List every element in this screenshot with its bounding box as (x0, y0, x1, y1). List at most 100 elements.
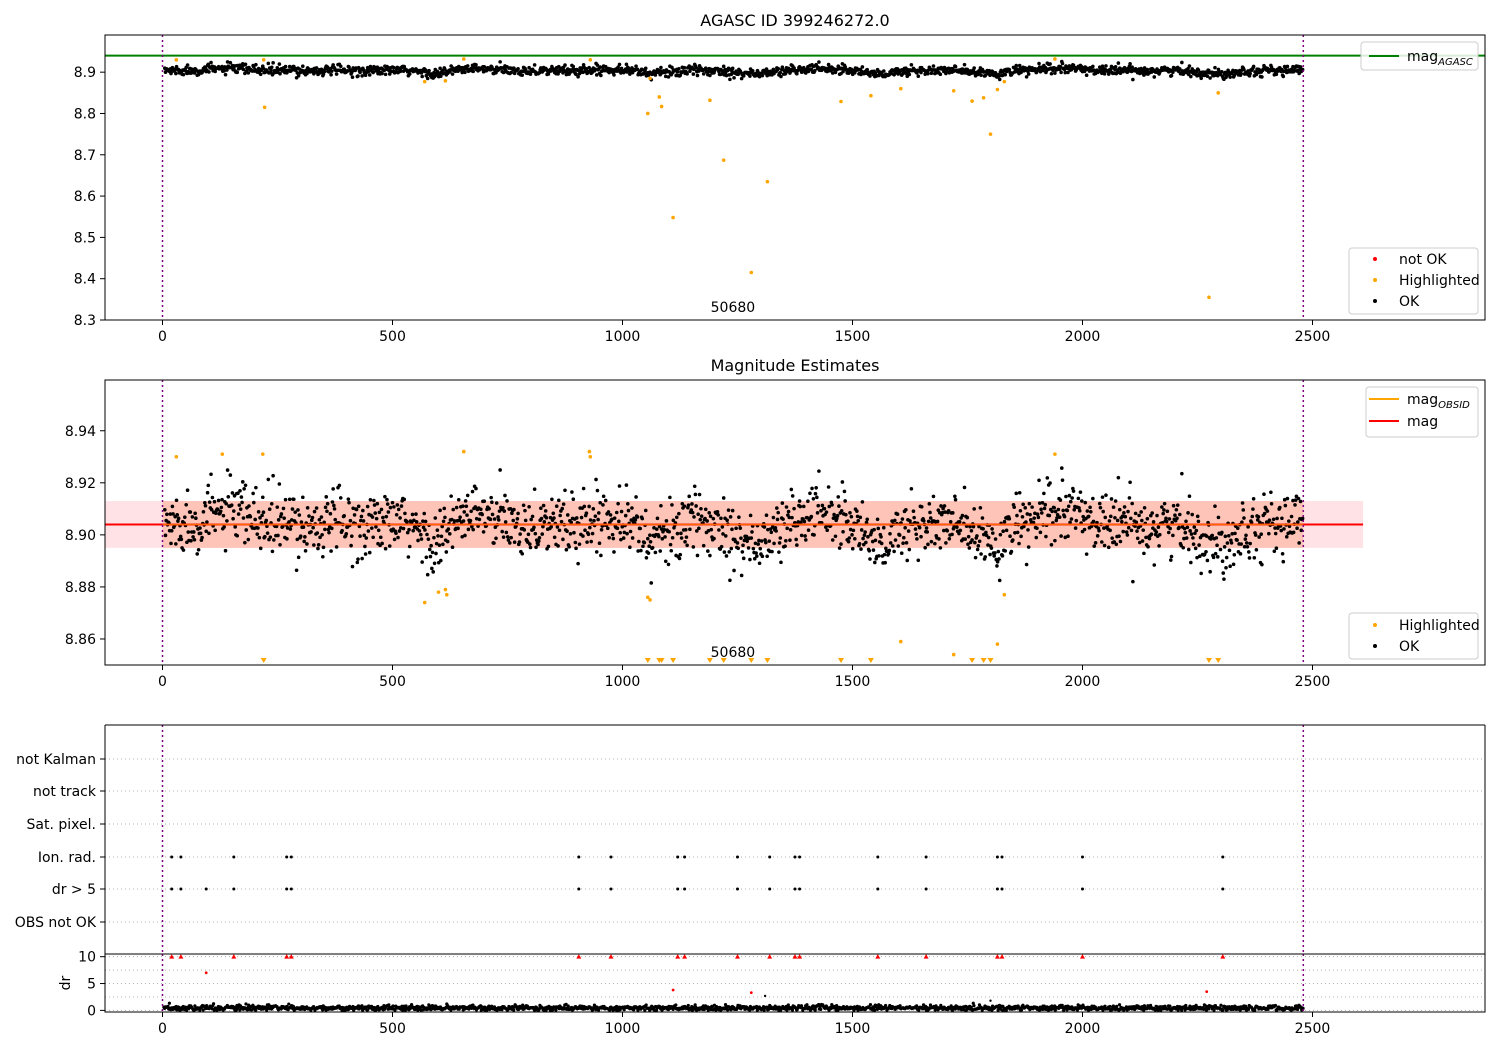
highlighted-point (995, 642, 1000, 646)
category-label: OBS not OK (15, 915, 97, 931)
ok-point (839, 508, 844, 513)
ok-point (420, 560, 424, 564)
ok-point (591, 507, 596, 511)
ok-point (980, 516, 985, 520)
ok-point (779, 560, 783, 565)
ok-point (438, 508, 442, 513)
ok-point (1110, 536, 1114, 540)
ok-point (360, 74, 364, 78)
ok-point (598, 500, 602, 505)
ok-point (1073, 526, 1078, 530)
ok-point (859, 547, 863, 551)
ok-point (771, 515, 776, 520)
ok-point (418, 532, 423, 537)
dr-ok-point (500, 1008, 504, 1012)
ok-point (238, 488, 242, 493)
offscale-marker (1215, 658, 1222, 663)
ok-point (1043, 65, 1048, 70)
ok-point (342, 514, 347, 518)
ok-point (1111, 505, 1116, 510)
ok-point (1295, 526, 1299, 530)
ok-point (407, 527, 411, 532)
ok-point (1182, 526, 1187, 531)
x-tick-label: 2500 (1295, 674, 1331, 690)
ok-point (1254, 547, 1259, 552)
legend-label-subscript: OBSID (1438, 400, 1470, 411)
ok-point (908, 519, 912, 523)
ok-point (804, 71, 808, 75)
ok-point (192, 71, 197, 75)
ok-point (367, 550, 372, 555)
ok-point (913, 527, 918, 531)
flag-point (1221, 887, 1225, 891)
ok-point (940, 510, 945, 515)
obsid-label: 50680 (711, 645, 756, 661)
ok-point (839, 542, 843, 546)
ok-point (684, 535, 689, 539)
ok-point (764, 513, 769, 518)
ok-point (318, 535, 322, 540)
ok-point (474, 63, 478, 67)
ok-point (919, 534, 923, 539)
ok-point (267, 507, 272, 511)
ok-point (926, 71, 930, 76)
ok-point (1009, 549, 1014, 554)
ok-point (739, 76, 744, 81)
ok-point (232, 509, 236, 513)
ok-point (375, 501, 380, 506)
ok-point (1275, 516, 1279, 521)
flag-point (1221, 855, 1225, 859)
ok-point (223, 72, 228, 77)
ok-point (840, 480, 845, 484)
ok-point (548, 515, 553, 520)
ok-point (1022, 524, 1026, 529)
ok-point (504, 530, 509, 535)
ok-point (993, 537, 998, 541)
ok-point (489, 495, 493, 500)
ok-point (865, 67, 870, 72)
ok-point (599, 73, 603, 78)
ok-point (892, 549, 896, 554)
ok-point (473, 505, 478, 509)
ok-point (748, 557, 752, 562)
ok-point (480, 512, 485, 517)
ok-point (597, 541, 602, 546)
ok-point (896, 544, 901, 548)
ok-point (648, 539, 653, 544)
ok-point (977, 524, 981, 529)
ok-point (479, 507, 483, 512)
ok-point (837, 504, 841, 508)
ok-point (730, 508, 735, 513)
dr-ok-point (644, 1003, 648, 1007)
ok-point (469, 509, 473, 514)
dr-ok-point (467, 1007, 471, 1011)
ok-point (1196, 519, 1201, 524)
ok-point (693, 492, 698, 497)
ok-point (1272, 549, 1277, 554)
flag-point (285, 887, 289, 891)
ok-point (897, 533, 902, 537)
highlighted-point (970, 99, 974, 103)
dr-ok-point (1019, 1008, 1024, 1012)
ok-point (466, 527, 471, 532)
ok-point (432, 535, 436, 540)
ok-point (537, 535, 542, 540)
ok-point (691, 545, 696, 549)
ok-point (995, 560, 1000, 564)
ok-point (1024, 520, 1028, 524)
ok-point (1085, 509, 1090, 513)
ok-point (552, 516, 556, 520)
ok-point (362, 533, 367, 538)
ok-point (990, 527, 994, 531)
ok-point (334, 545, 339, 549)
ok-point (850, 546, 855, 551)
ok-point (246, 537, 251, 542)
ok-point (783, 544, 787, 548)
ok-point (667, 529, 671, 534)
ok-point (1269, 65, 1274, 70)
ok-point (1147, 536, 1152, 541)
ok-point (1265, 509, 1270, 513)
ok-point (872, 527, 876, 532)
ok-point (686, 503, 691, 508)
flag-point (232, 855, 236, 859)
